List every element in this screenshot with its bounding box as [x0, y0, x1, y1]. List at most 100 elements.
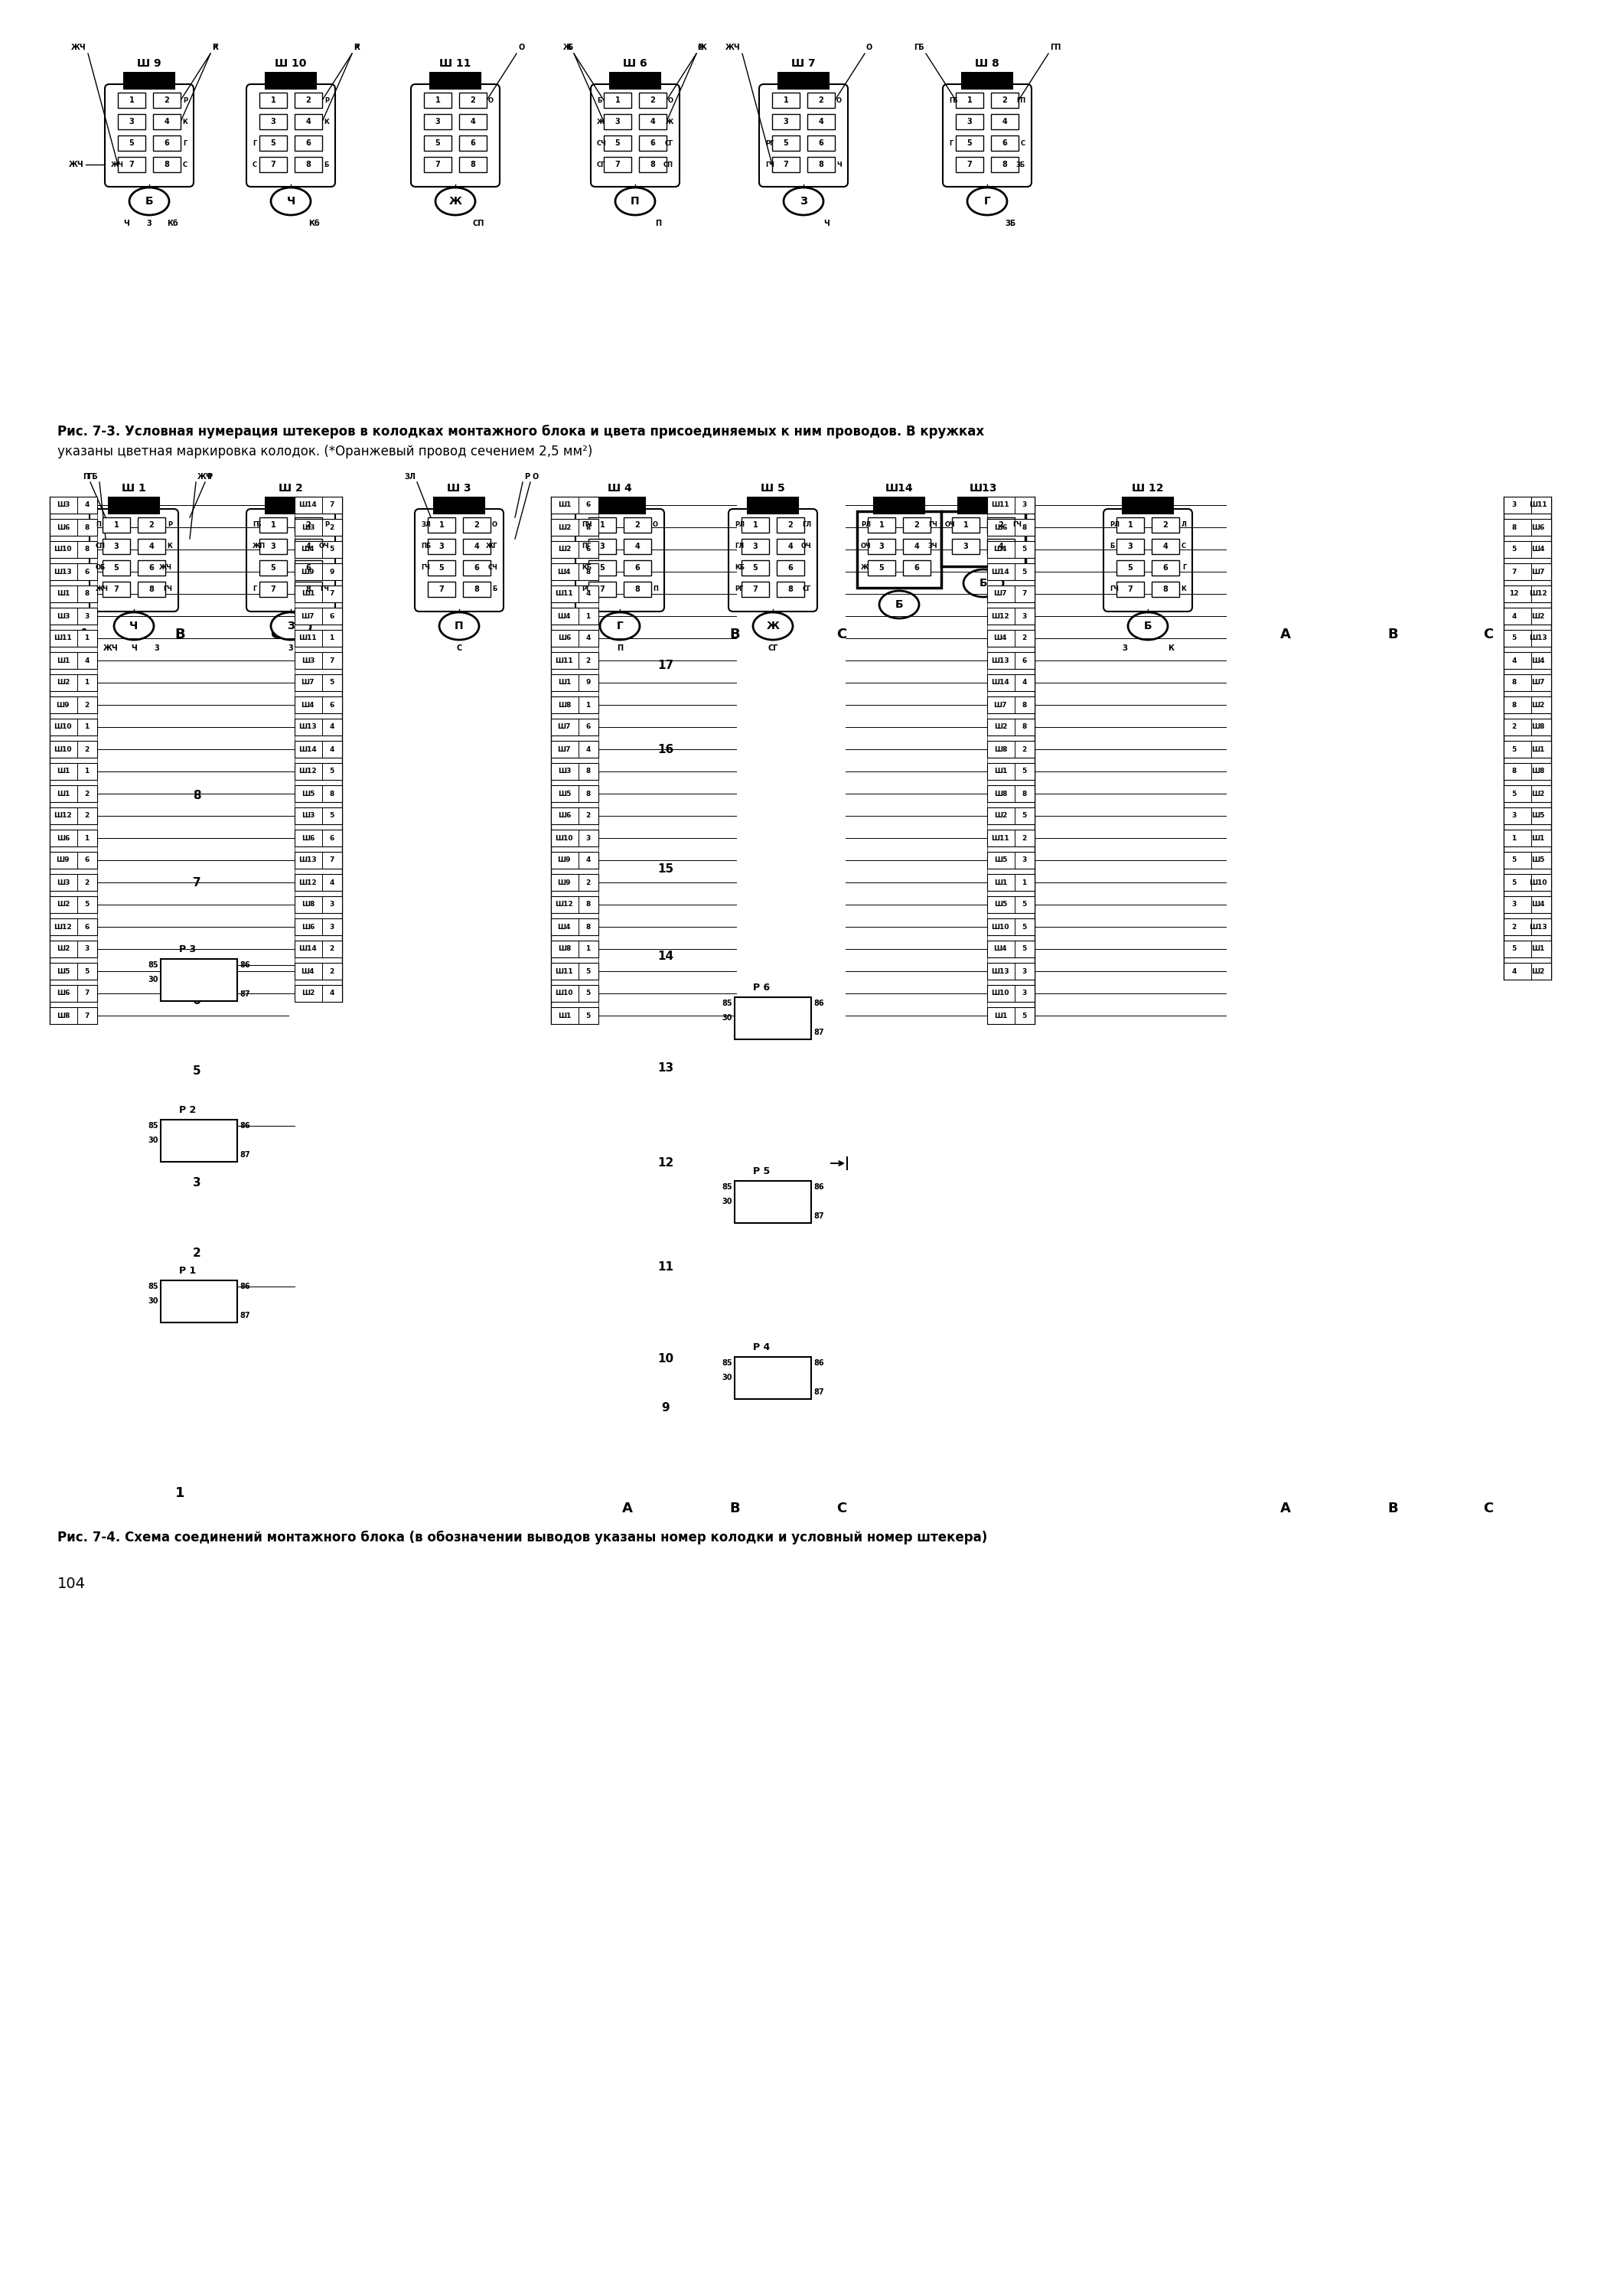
Text: 3: 3 — [114, 542, 119, 551]
Bar — [50, 696, 96, 714]
Text: Ш11: Ш11 — [55, 636, 72, 641]
Bar — [1504, 808, 1551, 824]
Text: 5: 5 — [84, 969, 88, 974]
Text: 7: 7 — [1022, 590, 1027, 597]
Bar — [956, 156, 983, 172]
Text: 2: 2 — [305, 96, 312, 103]
Text: 12: 12 — [1509, 590, 1519, 597]
Text: 2: 2 — [998, 521, 1003, 528]
Text: Р 1: Р 1 — [178, 1267, 196, 1277]
Text: 4: 4 — [585, 636, 590, 641]
Text: Г: Г — [252, 140, 257, 147]
Bar — [1504, 496, 1551, 514]
Bar — [640, 115, 667, 129]
Bar — [1152, 540, 1180, 553]
Text: 6: 6 — [471, 140, 476, 147]
Text: Ш8: Ш8 — [1531, 767, 1544, 776]
Text: 2: 2 — [84, 813, 88, 820]
Text: 5: 5 — [615, 140, 620, 147]
Text: 6: 6 — [474, 565, 479, 572]
Bar — [294, 608, 342, 625]
Bar — [551, 941, 598, 957]
Text: 3: 3 — [193, 1178, 201, 1189]
Text: Ш3: Ш3 — [301, 523, 315, 530]
Bar — [427, 517, 455, 533]
Bar — [138, 560, 166, 576]
Text: Ш2: Ш2 — [558, 546, 570, 553]
Text: 1: 1 — [84, 836, 88, 843]
Text: Ш 8: Ш 8 — [975, 57, 1000, 69]
Text: З: З — [1122, 645, 1128, 652]
Text: Ш 11: Ш 11 — [439, 57, 471, 69]
Bar — [294, 115, 321, 129]
Text: 6: 6 — [84, 569, 88, 576]
Text: Ш1: Ш1 — [993, 1013, 1008, 1019]
Text: Ш2: Ш2 — [993, 723, 1008, 730]
Bar — [50, 762, 96, 781]
Bar — [294, 829, 342, 847]
Bar — [294, 742, 342, 758]
Text: Р 2: Р 2 — [178, 1107, 196, 1116]
Bar — [50, 742, 96, 758]
Text: ГБ: ГБ — [914, 44, 924, 51]
Text: Ш10: Ш10 — [556, 836, 574, 843]
Text: Р: Р — [167, 521, 172, 528]
Text: Ш12: Ш12 — [554, 902, 574, 909]
Text: Ш10: Ш10 — [55, 746, 72, 753]
Text: 2: 2 — [1022, 746, 1027, 753]
FancyBboxPatch shape — [411, 85, 500, 186]
Text: 8: 8 — [585, 923, 590, 930]
Bar — [747, 498, 799, 514]
Text: Ш1: Ш1 — [56, 590, 69, 597]
Bar — [551, 496, 598, 514]
Bar — [987, 542, 1035, 558]
Text: B: B — [730, 627, 739, 641]
Bar — [294, 675, 342, 691]
Text: 8: 8 — [164, 161, 169, 168]
Text: Р: Р — [207, 473, 212, 480]
Text: 13: 13 — [657, 1061, 673, 1075]
Text: ГП: ГП — [1049, 44, 1061, 51]
Text: 5: 5 — [585, 969, 590, 974]
Bar — [294, 696, 342, 714]
Bar — [50, 675, 96, 691]
Text: 87: 87 — [813, 1212, 824, 1221]
Bar — [138, 517, 166, 533]
Text: ГЧ: ГЧ — [765, 161, 775, 168]
Text: 8: 8 — [818, 161, 824, 168]
Bar — [604, 156, 632, 172]
Bar — [987, 540, 1014, 553]
Text: 6: 6 — [1163, 565, 1168, 572]
Text: Р: Р — [354, 44, 358, 51]
Text: 5: 5 — [879, 565, 884, 572]
Text: 1: 1 — [84, 767, 88, 776]
Ellipse shape — [615, 188, 656, 216]
Bar — [103, 581, 130, 597]
Bar — [1504, 519, 1551, 535]
Text: 5: 5 — [599, 565, 604, 572]
Bar — [161, 960, 238, 1001]
Text: 3: 3 — [1512, 902, 1517, 909]
Text: Б: Б — [979, 579, 987, 588]
Text: Б: Б — [895, 599, 903, 611]
Text: 86: 86 — [239, 1281, 251, 1290]
Ellipse shape — [754, 613, 792, 641]
Text: Ш6: Ш6 — [56, 836, 69, 843]
Text: Ш1: Ш1 — [56, 790, 69, 797]
Ellipse shape — [879, 590, 919, 618]
Text: 7: 7 — [435, 161, 440, 168]
Bar — [604, 135, 632, 152]
Ellipse shape — [964, 569, 1003, 597]
Text: 5: 5 — [1022, 923, 1027, 930]
Text: 7: 7 — [599, 585, 604, 592]
Bar — [294, 918, 342, 934]
Text: 86: 86 — [239, 960, 251, 969]
Text: Ч: Ч — [837, 161, 842, 168]
Bar — [1504, 852, 1551, 868]
Bar — [776, 517, 804, 533]
Text: 5: 5 — [270, 140, 276, 147]
Text: 1: 1 — [435, 96, 440, 103]
Text: 8: 8 — [1512, 767, 1517, 776]
Bar — [117, 92, 145, 108]
Text: 1: 1 — [599, 521, 604, 528]
